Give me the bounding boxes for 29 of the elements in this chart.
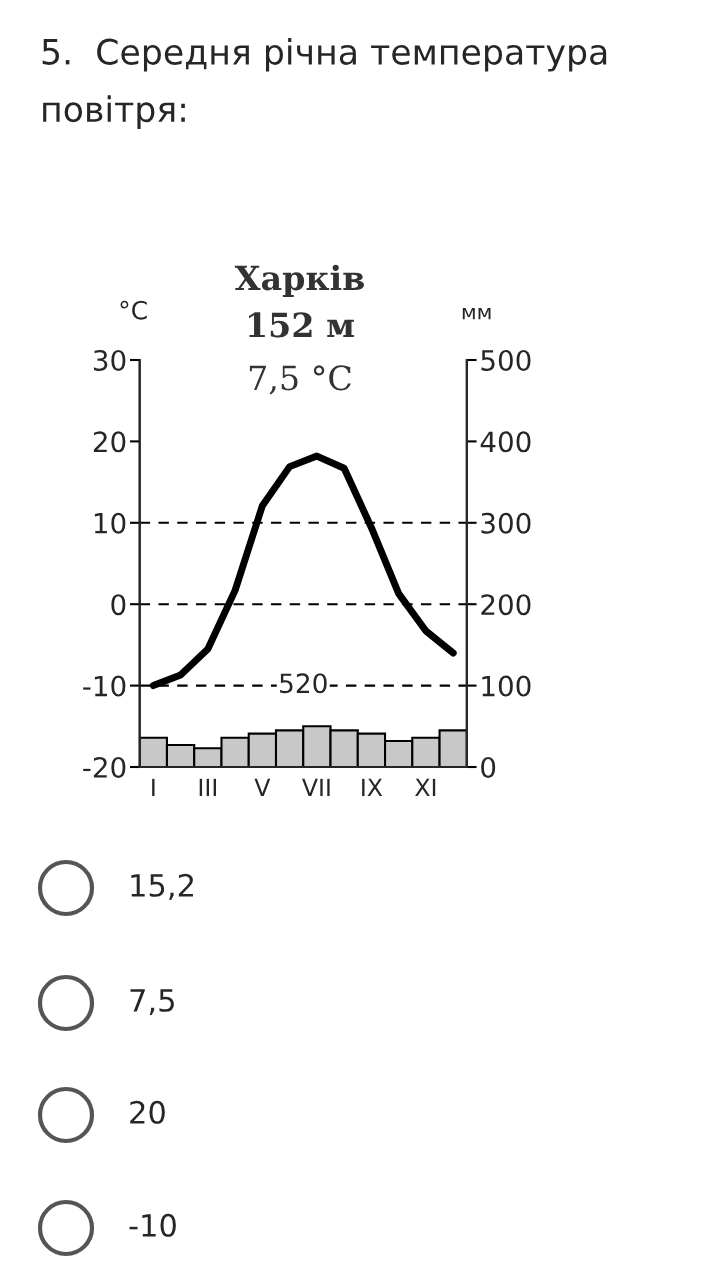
y2-tick-label: 300 <box>481 512 531 534</box>
y-axis-title: °C <box>120 300 147 320</box>
y-tick-label: -10 <box>83 675 126 697</box>
text: 7,5 <box>130 989 174 1015</box>
text: -10 <box>129 1213 176 1237</box>
y-tick-label: 0 <box>111 594 126 616</box>
chart-title: 5. Середня річна температура повітря: <box>42 38 607 129</box>
text: 20 <box>130 1100 165 1124</box>
x-tick-label: III <box>199 778 216 797</box>
text: 15,2 <box>131 873 193 900</box>
y2-tick-label: 100 <box>482 675 531 697</box>
x-tick-label: I <box>152 778 155 797</box>
x-tick-label: VII <box>302 778 330 797</box>
x-tick-label: XI <box>415 778 436 797</box>
chart-subtitle: Харків <box>234 264 364 297</box>
y2-tick-label: 400 <box>480 431 531 453</box>
text: 152 м <box>249 312 354 338</box>
annotation: 7,5 °C <box>249 365 351 395</box>
y2-tick-label: 200 <box>481 594 531 616</box>
x-tick-label: IX <box>362 778 383 797</box>
y2-axis-title: мм <box>462 307 491 320</box>
y-tick-label: -20 <box>83 756 126 778</box>
y-tick-label: 30 <box>93 349 126 371</box>
y2-tick-label: 0 <box>481 756 496 778</box>
y-tick-label: 20 <box>93 431 126 453</box>
y2-tick-label: 500 <box>481 349 531 371</box>
x-tick-label: V <box>254 778 271 797</box>
y-tick-label: 10 <box>94 512 126 534</box>
annotation: 520 <box>280 673 327 694</box>
